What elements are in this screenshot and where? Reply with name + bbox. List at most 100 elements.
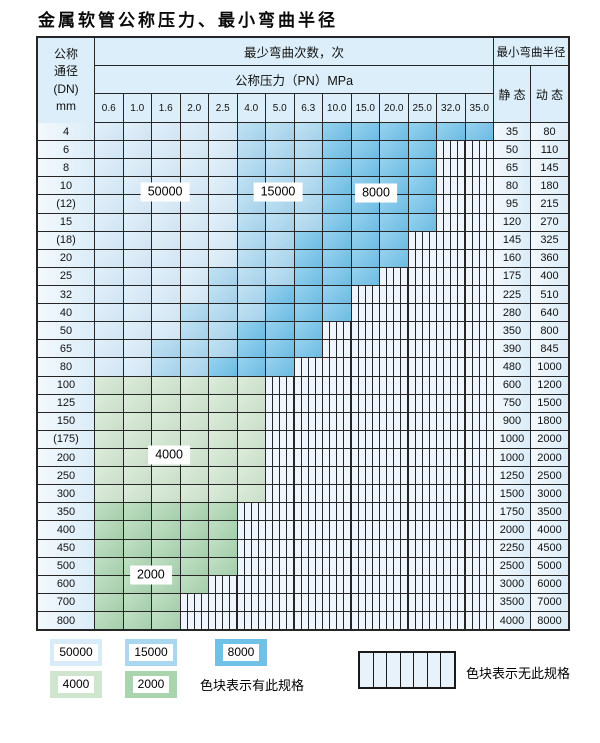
- no-spec-cell: [380, 430, 409, 448]
- no-spec-cell: [437, 358, 466, 376]
- zone-label-4000: 4000: [148, 445, 190, 465]
- no-spec-cell: [408, 467, 437, 485]
- spec-cell-15000: [237, 249, 266, 267]
- spec-cell-15000: [237, 285, 266, 304]
- no-spec-cell: [380, 340, 409, 358]
- spec-cell-50000: [152, 123, 181, 141]
- spec-cell-50000: [209, 213, 238, 231]
- no-spec-cell: [351, 503, 380, 521]
- spec-cell-50000: [95, 285, 124, 304]
- spec-cell-15000: [152, 340, 181, 358]
- spec-cell-2000: [152, 593, 181, 611]
- no-spec-cell: [408, 521, 437, 539]
- no-spec-cell: [237, 557, 266, 575]
- no-spec-cell: [465, 539, 494, 557]
- spec-cell-8000: [323, 249, 352, 267]
- legend-swatch-label: 50000: [54, 644, 98, 661]
- spec-cell-15000: [180, 322, 209, 340]
- spec-cell-8000: [237, 322, 266, 340]
- no-spec-cell: [380, 557, 409, 575]
- spec-cell-2000: [180, 557, 209, 575]
- dynamic-radius-cell: 5000: [531, 557, 568, 575]
- spec-cell-8000: [380, 213, 409, 231]
- table-row: 500 2500 5000: [38, 557, 568, 576]
- spec-cell-50000: [209, 195, 238, 213]
- no-spec-cell: [351, 467, 380, 485]
- no-spec-cell: [323, 430, 352, 448]
- no-spec-cell: [408, 322, 437, 340]
- spec-cell-2000: [95, 611, 124, 630]
- dynamic-radius-cell: 110: [531, 141, 568, 159]
- legend-has-spec-text: 色块表示有此规格: [200, 678, 305, 693]
- no-spec-cell: [465, 213, 494, 231]
- no-spec-cell: [323, 575, 352, 593]
- spec-cell-4000: [123, 376, 152, 394]
- no-spec-cell: [323, 448, 352, 467]
- no-spec-cell: [380, 267, 409, 285]
- spec-cell-8000: [380, 249, 409, 267]
- no-spec-cell: [408, 267, 437, 285]
- no-spec-cell: [294, 430, 323, 448]
- spec-cell-4000: [123, 448, 152, 467]
- no-spec-cell: [437, 521, 466, 539]
- no-spec-cell: [380, 376, 409, 394]
- no-spec-cell: [323, 611, 352, 630]
- legend-swatch-2000: 2000: [125, 671, 177, 698]
- spec-cell-2000: [152, 539, 181, 557]
- spec-cell-2000: [152, 521, 181, 539]
- hatch-sample-cell: [400, 653, 415, 687]
- spec-cell-4000: [95, 448, 124, 467]
- table-row: 450 2250 4500: [38, 539, 568, 558]
- no-spec-cell: [380, 304, 409, 322]
- table-row: 100 600 1200: [38, 376, 568, 395]
- dn-cell: 10: [38, 177, 95, 195]
- dynamic-radius-cell: 400: [531, 267, 568, 285]
- no-spec-cell: [437, 611, 466, 630]
- dynamic-radius-cell: 4000: [531, 521, 568, 539]
- dn-cell: (12): [38, 195, 95, 213]
- no-spec-cell: [465, 593, 494, 611]
- no-spec-cell: [266, 539, 295, 557]
- no-spec-cell: [408, 557, 437, 575]
- no-spec-cell: [266, 557, 295, 575]
- dynamic-radius-cell: 360: [531, 249, 568, 267]
- spec-cell-50000: [180, 249, 209, 267]
- spec-cell-8000: [323, 123, 352, 141]
- legend-swatch-4000: 4000: [50, 671, 102, 698]
- no-spec-cell: [266, 430, 295, 448]
- dynamic-radius-cell: 180: [531, 177, 568, 195]
- pressure-tick: 25.0: [408, 94, 437, 123]
- static-radius-cell: 1750: [494, 503, 531, 521]
- spec-cell-4000: [180, 394, 209, 412]
- spec-cell-8000: [323, 213, 352, 231]
- spec-cell-8000: [237, 358, 266, 376]
- zone-label-2000: 2000: [129, 565, 172, 585]
- spec-cell-50000: [95, 213, 124, 231]
- no-spec-cell: [465, 467, 494, 485]
- no-spec-cell: [380, 467, 409, 485]
- table-row: 32 225 510: [38, 285, 568, 305]
- spec-cell-4000: [237, 376, 266, 394]
- no-spec-cell: [209, 593, 238, 611]
- dn-cell: 32: [38, 285, 95, 304]
- spec-cell-8000: [351, 159, 380, 177]
- no-spec-cell: [294, 503, 323, 521]
- no-spec-cell: [465, 322, 494, 340]
- spec-cell-15000: [294, 141, 323, 159]
- spec-cell-15000: [266, 159, 295, 177]
- dn-cell: 15: [38, 213, 95, 231]
- spec-cell-2000: [180, 521, 209, 539]
- no-spec-cell: [351, 448, 380, 467]
- spec-cell-4000: [152, 376, 181, 394]
- spec-cell-50000: [123, 159, 152, 177]
- spec-cell-50000: [180, 231, 209, 249]
- spec-cell-50000: [152, 267, 181, 285]
- no-spec-cell: [294, 539, 323, 557]
- spec-cell-15000: [209, 285, 238, 304]
- dn-cell: 600: [38, 575, 95, 593]
- pressure-tick: 32.0: [437, 94, 466, 123]
- no-spec-cell: [380, 575, 409, 593]
- no-spec-cell: [437, 340, 466, 358]
- spec-cell-8000: [294, 249, 323, 267]
- spec-cell-8000: [237, 340, 266, 358]
